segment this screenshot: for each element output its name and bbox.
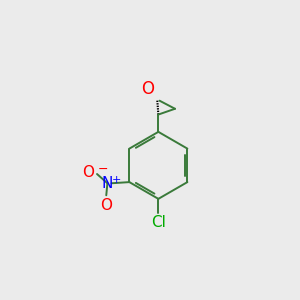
Text: O: O xyxy=(141,80,154,98)
Text: −: − xyxy=(98,163,108,176)
Text: O: O xyxy=(100,198,112,213)
Text: N: N xyxy=(102,176,113,191)
Text: O: O xyxy=(82,165,94,180)
Text: +: + xyxy=(112,175,121,184)
Text: Cl: Cl xyxy=(151,215,166,230)
